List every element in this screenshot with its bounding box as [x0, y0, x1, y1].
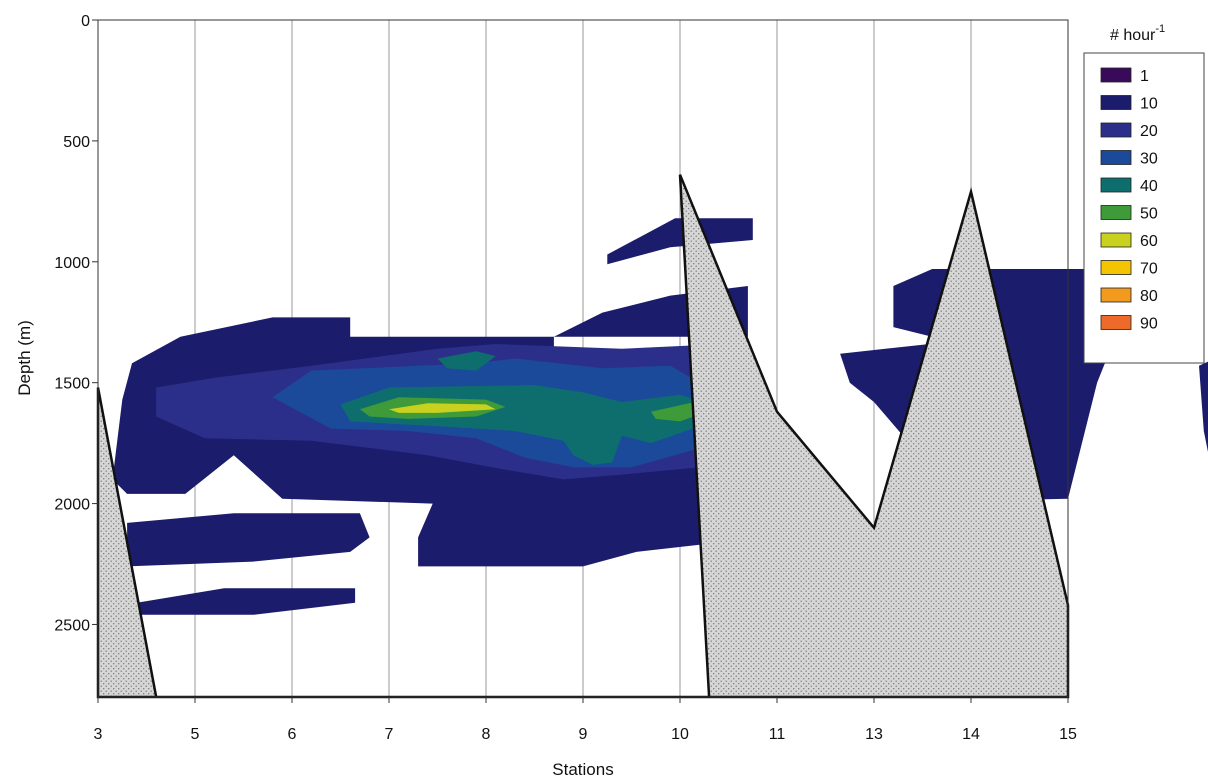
legend-swatch-1	[1100, 67, 1132, 83]
legend-label-40: 40	[1140, 178, 1158, 195]
contour-10-region-7	[1199, 361, 1208, 452]
legend: 1 10 20 30 40 50 60 70 80 90	[1100, 67, 1158, 333]
contour-40-region-2	[437, 351, 496, 371]
legend-label-80: 80	[1140, 288, 1158, 305]
x-tick-label-13: 13	[865, 726, 883, 743]
legend-label-10: 10	[1140, 96, 1158, 113]
legend-label-1: 1	[1140, 68, 1149, 85]
legend-swatch-10	[1100, 95, 1132, 110]
x-tick-label-15: 15	[1059, 726, 1077, 743]
legend-swatch-60	[1100, 232, 1132, 248]
y-tick-label-1500: 1500	[54, 376, 90, 393]
x-tick-label-9: 9	[579, 726, 588, 743]
x-tick-label-6: 6	[288, 726, 297, 743]
y-tick-label-2000: 2000	[54, 497, 90, 514]
contour-10-region-3	[127, 513, 370, 567]
legend-swatch-20	[1100, 122, 1132, 138]
x-tick-label-5: 5	[191, 726, 200, 743]
y-tick-label-2500: 2500	[54, 617, 90, 634]
y-axis-ticks: 0 500 1000 1500 2000 2500	[54, 13, 98, 634]
legend-swatch-40	[1100, 177, 1132, 193]
x-tick-label-3: 3	[94, 726, 103, 743]
x-tick-label-14: 14	[962, 726, 980, 743]
x-axis-ticks: 3 5 6 7 8 9 10 11 13 14 15	[94, 697, 1077, 743]
legend-label-30: 30	[1140, 151, 1158, 168]
contour-10-region-2	[379, 477, 564, 502]
y-tick-label-1000: 1000	[54, 255, 90, 272]
contour-60-region-1	[389, 403, 496, 413]
y-tick-label-0: 0	[81, 13, 90, 30]
x-tick-label-8: 8	[482, 726, 491, 743]
x-tick-label-10: 10	[671, 726, 689, 743]
legend-label-20: 20	[1140, 123, 1158, 140]
legend-swatch-90	[1100, 315, 1132, 330]
legend-swatch-50	[1100, 205, 1132, 220]
legend-title: # hour-1	[1110, 23, 1165, 44]
x-axis-title: Stations	[552, 760, 613, 778]
legend-swatch-30	[1100, 150, 1132, 165]
legend-label-50: 50	[1140, 206, 1158, 223]
contour-10-region-4	[136, 588, 356, 615]
contour-10-region-5	[607, 218, 753, 265]
y-axis-title: Depth (m)	[15, 320, 34, 396]
legend-label-90: 90	[1140, 316, 1158, 333]
x-tick-label-11: 11	[769, 726, 786, 743]
y-tick-label-500: 500	[63, 134, 90, 151]
legend-swatch-80	[1100, 287, 1132, 303]
legend-swatch-70	[1100, 260, 1132, 275]
x-tick-label-7: 7	[385, 726, 394, 743]
legend-label-70: 70	[1140, 261, 1158, 278]
legend-label-60: 60	[1140, 233, 1158, 250]
